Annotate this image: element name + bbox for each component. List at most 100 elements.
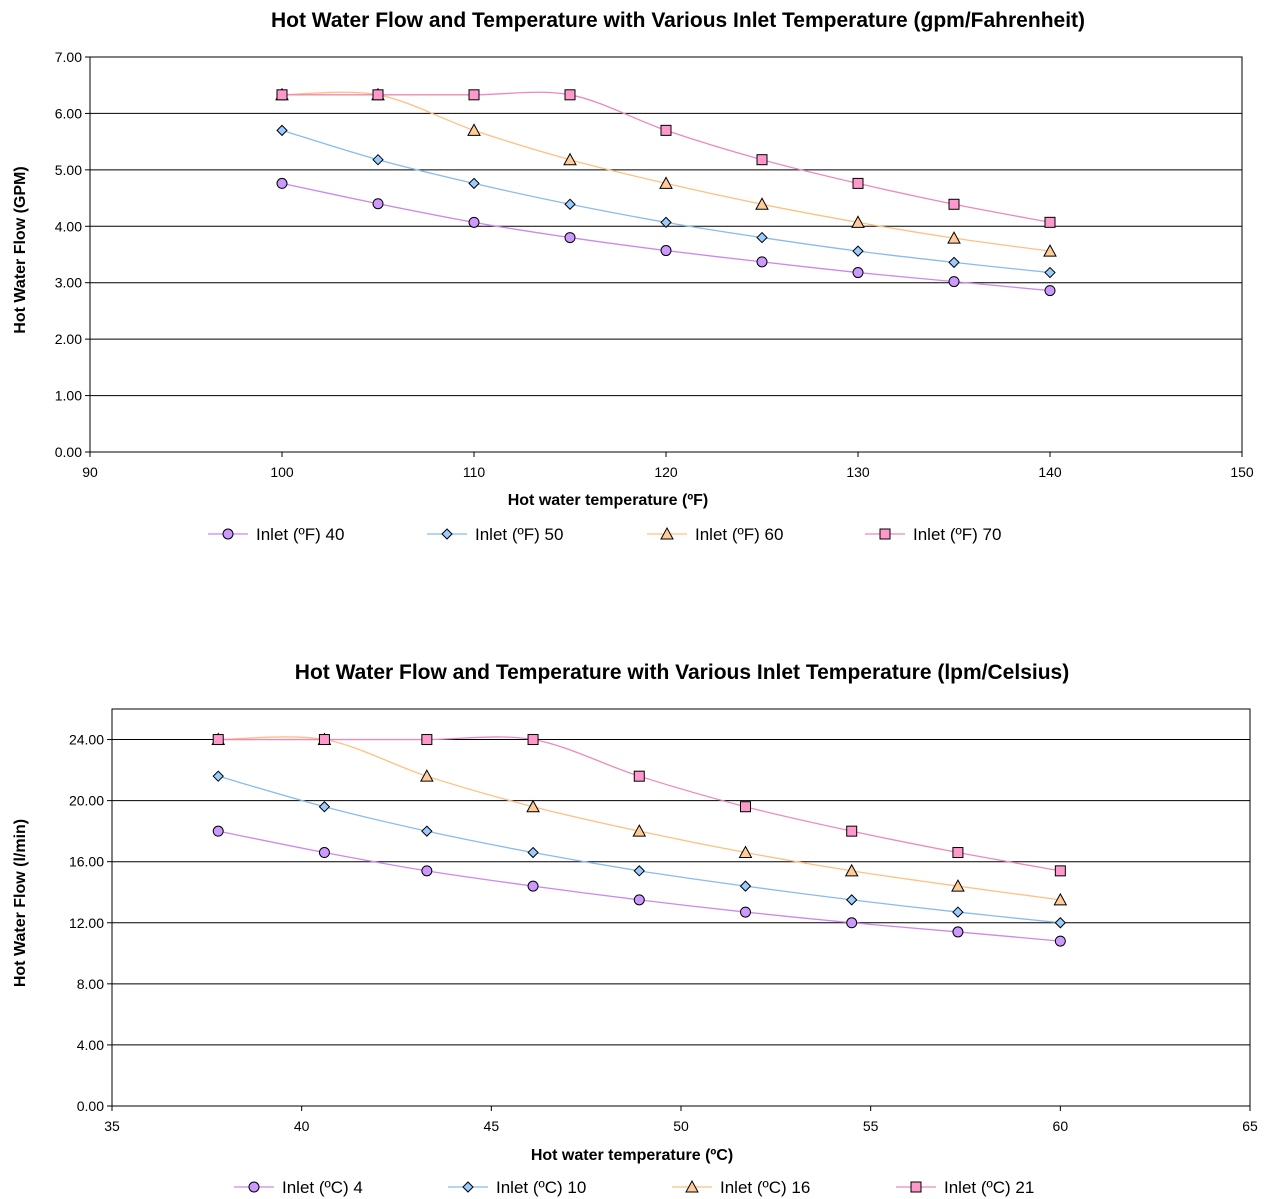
marker-diamond [318,801,331,813]
x-tick-label: 110 [463,464,486,480]
marker-diamond [845,894,858,906]
marker-triangle [951,879,965,892]
marker-diamond [756,231,768,244]
marker-circle [372,198,384,210]
marker-circle [212,825,224,837]
marker-triangle [632,824,647,837]
marker-diamond [852,245,864,257]
marker-square [660,124,672,136]
y-tick-label: 24.00 [69,732,104,748]
x-tick-label: 35 [104,1118,120,1134]
x-tick-label: 55 [863,1118,879,1134]
marker-diamond [372,153,384,166]
marker-circle [1044,285,1056,297]
marker-circle [633,894,645,906]
marker-square [1044,216,1056,228]
x-tick-label: 50 [673,1118,689,1134]
marker-diamond [276,124,288,137]
marker-circle [276,177,288,189]
marker-triangle [755,197,769,210]
marker-triangle [1053,892,1068,906]
marker-diamond [739,880,752,892]
marker-circle [468,216,480,228]
marker-diamond [948,256,960,269]
x-tick-label: 90 [82,464,98,480]
x-tick-label: 130 [846,464,870,480]
marker-square [852,177,864,189]
marker-triangle [526,799,540,813]
plot-area [111,708,1251,1107]
y-tick-label: 2.00 [55,331,82,347]
marker-diamond [441,528,453,540]
x-tick-label: 40 [294,1118,310,1134]
x-tick-label: 45 [484,1118,500,1134]
marker-square [468,89,480,101]
marker-triangle [467,123,481,136]
marker-square [372,89,384,101]
y-tick-label: 1.00 [55,388,82,404]
marker-triangle [1043,244,1057,257]
x-tick-label: 140 [1038,464,1062,480]
marker-square [212,734,224,746]
legend-label: Inlet (ºF) 60 [695,525,783,544]
marker-circle [564,232,576,244]
legend-label: Inlet (ºC) 16 [720,1178,810,1197]
marker-triangle [851,215,865,228]
chart-title: Hot Water Flow and Temperature with Vari… [295,661,1069,684]
legend-label: Inlet (ºC) 10 [496,1178,586,1197]
y-tick-label: 0.00 [77,1098,104,1114]
marker-square [739,801,751,813]
x-tick-label: 65 [1242,1118,1258,1134]
marker-diamond [660,216,672,229]
y-tick-label: 7.00 [55,49,82,65]
y-tick-label: 20.00 [69,793,104,809]
marker-circle [660,245,672,257]
marker-square [948,198,960,210]
marker-triangle [420,769,434,782]
marker-diamond [952,906,964,918]
marker-circle [846,917,858,929]
x-tick-label: 100 [270,464,294,480]
y-tick-label: 3.00 [55,275,82,291]
marker-square [527,734,539,746]
marker-circle [222,528,234,540]
marker-diamond [1054,917,1067,929]
y-tick-label: 4.00 [55,218,82,234]
legend-label: Inlet (ºF) 70 [913,525,1001,544]
marker-square [633,770,645,782]
marker-diamond [1044,266,1056,279]
chart-celsius: Hot Water Flow and Temperature with Vari… [12,661,1258,1197]
marker-diamond [212,770,224,782]
marker-square [1054,865,1066,877]
marker-circle [756,256,768,268]
marker-square [318,734,330,746]
marker-diamond [527,846,539,859]
marker-circle [421,865,433,877]
y-axis-label: Hot Water Flow (l/min) [12,819,29,987]
y-tick-label: 8.00 [77,976,104,992]
marker-triangle [563,152,577,166]
y-tick-label: 12.00 [69,915,104,931]
x-tick-label: 120 [654,464,678,480]
y-tick-label: 0.00 [55,444,82,460]
legend-label: Inlet (ºF) 50 [475,525,563,544]
marker-diamond [462,1181,474,1193]
marker-diamond [633,865,645,877]
marker-square [276,89,288,101]
marker-circle [318,847,330,859]
y-tick-label: 6.00 [55,105,82,121]
marker-square [421,734,433,746]
marker-diamond [421,825,433,837]
marker-circle [952,926,964,938]
marker-circle [248,1181,260,1193]
marker-triangle [660,526,674,540]
marker-circle [1054,935,1066,947]
x-tick-label: 150 [1230,464,1254,480]
x-axis-label: Hot water temperature (ºF) [508,492,709,509]
marker-circle [948,276,960,288]
legend-label: Inlet (ºC) 4 [282,1178,363,1197]
marker-square [879,528,891,540]
marker-triangle [947,231,961,244]
legend-label: Inlet (ºF) 40 [256,525,344,544]
